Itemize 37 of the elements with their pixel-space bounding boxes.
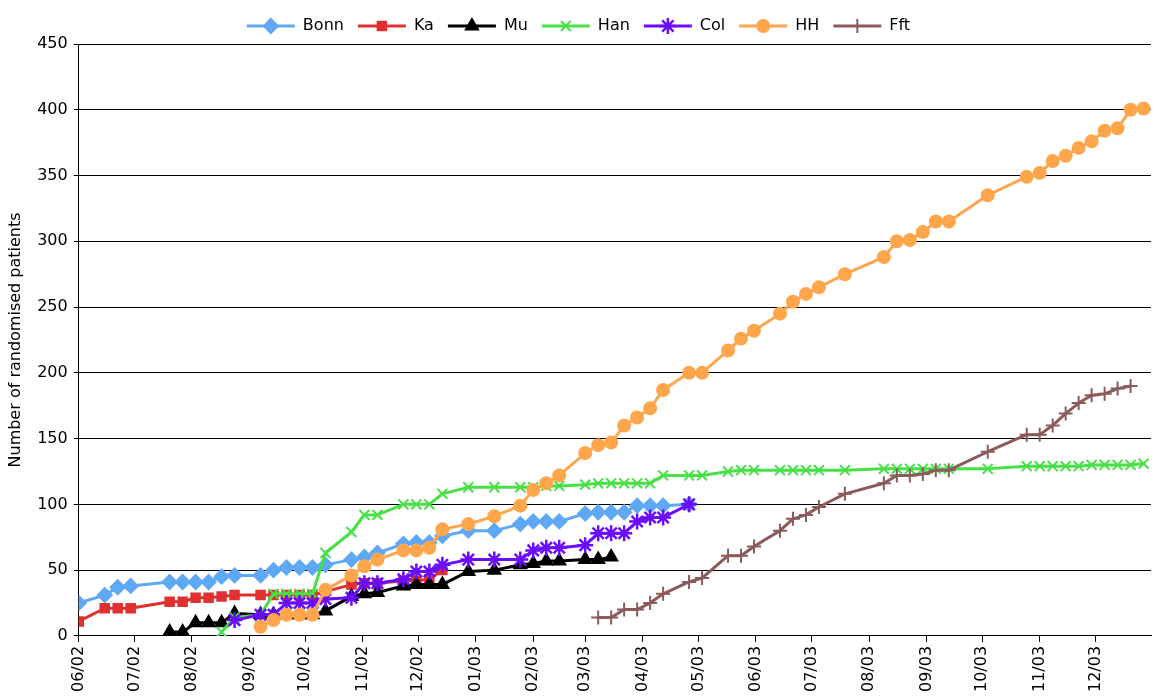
x-tick-label: 12/03 [1084,645,1104,692]
legend-label: Ka [413,15,434,35]
y-tick-label: 400 [37,98,68,118]
y-tick-label: 250 [37,296,68,316]
legend-label: HH [795,15,820,35]
y-tick-label: 0 [57,625,68,645]
x-tick-label: 09/03 [915,645,935,692]
x-tick-label: 01/03 [464,645,484,692]
y-tick-label: 100 [37,493,68,513]
x-tick-label: 10/03 [971,645,991,692]
y-tick-label: 50 [47,559,68,579]
x-tick-label: 11/03 [1028,645,1048,692]
x-tick-label: 12/02 [407,645,427,692]
x-tick-label: 10/02 [294,645,314,692]
legend-label: Bonn [302,15,344,35]
y-tick-label: 150 [37,427,68,447]
x-tick-label: 11/02 [351,645,371,692]
y-tick-label: 200 [37,361,68,381]
x-tick-label: 08/03 [858,645,878,692]
x-tick-label: 05/03 [687,645,707,692]
y-tick-label: 450 [37,33,68,53]
x-tick-label: 06/03 [745,645,765,692]
y-axis-title: Number of randomised patients [4,212,24,468]
legend-label: Mu [503,15,528,35]
x-tick-label: 08/02 [181,645,201,692]
y-tick-label: 350 [37,164,68,184]
x-tick-label: 04/03 [631,645,651,692]
x-tick-label: 09/02 [238,645,258,692]
legend-label: Col [699,15,726,35]
x-tick-label: 02/03 [522,645,542,692]
x-tick-label: 06/02 [67,645,87,692]
legend-label: Han [597,15,630,35]
x-tick-label: 07/03 [800,645,820,692]
x-tick-label: 07/02 [123,645,143,692]
x-tick-label: 03/03 [574,645,594,692]
legend-label: Fft [889,15,911,35]
y-tick-label: 300 [37,230,68,250]
